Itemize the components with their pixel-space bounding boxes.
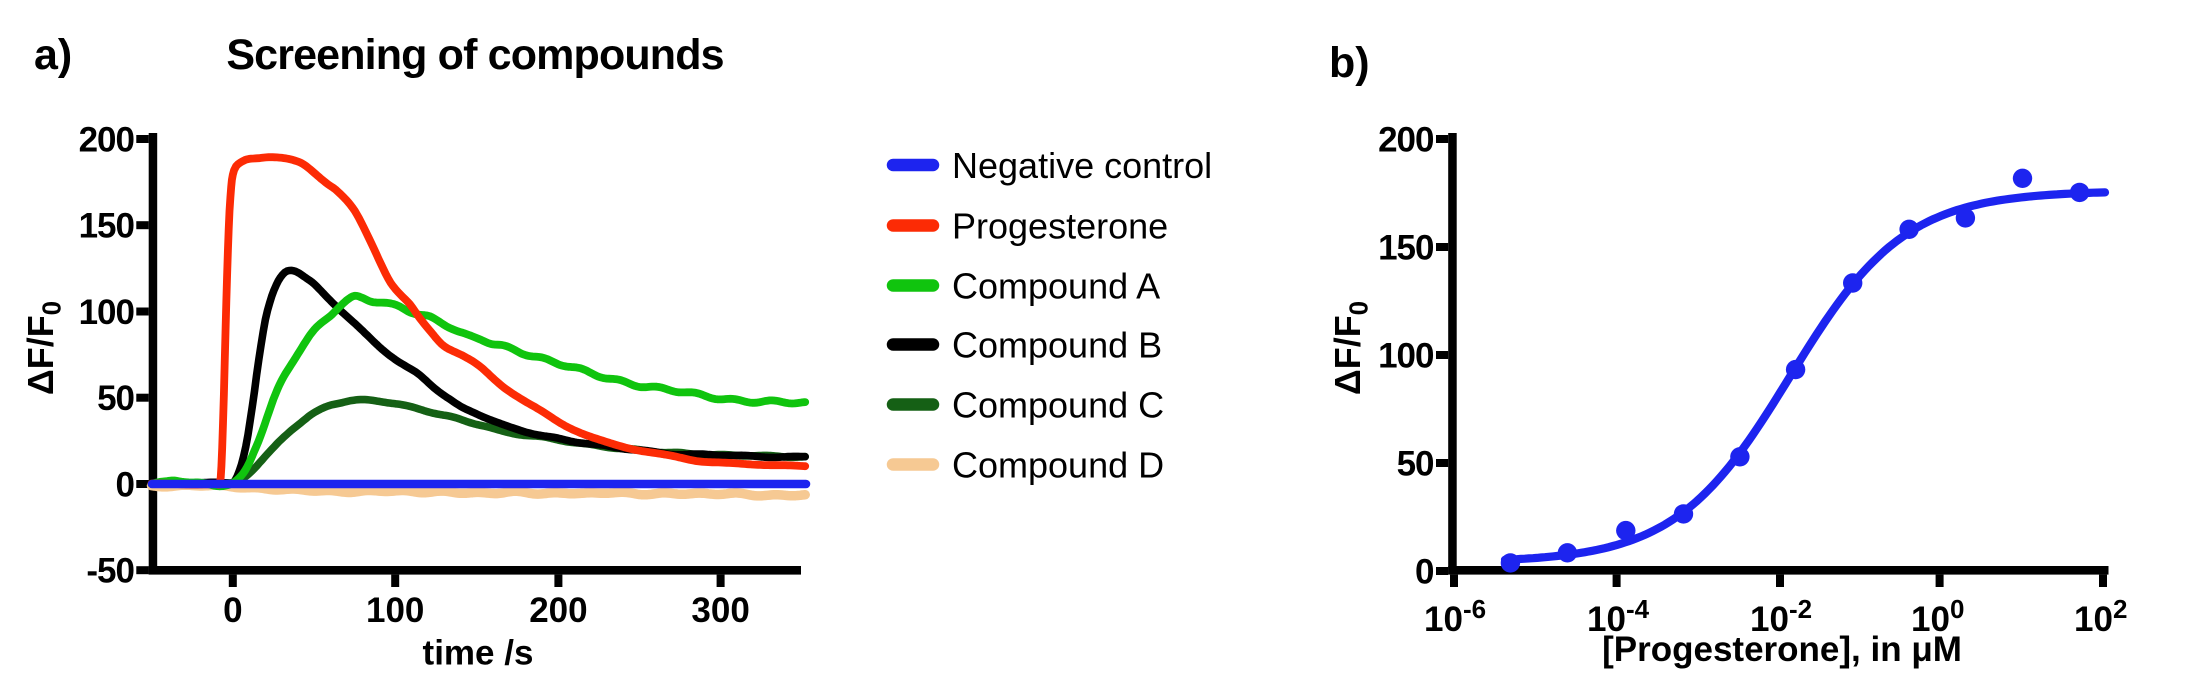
svg-text:0: 0: [223, 591, 242, 630]
svg-text:Compound D: Compound D: [952, 445, 1164, 486]
svg-text:ΔF/F0: ΔF/F0: [20, 301, 67, 395]
svg-text:0: 0: [116, 466, 135, 505]
svg-text:10-2: 10-2: [1750, 594, 1812, 639]
svg-text:Compound A: Compound A: [952, 266, 1160, 307]
svg-text:ΔF/F0: ΔF/F0: [1327, 301, 1374, 395]
svg-text:50: 50: [1397, 445, 1434, 484]
svg-text:100: 100: [1378, 337, 1434, 376]
svg-text:a): a): [34, 31, 72, 79]
svg-text:Negative control: Negative control: [952, 145, 1212, 186]
svg-text:Compound C: Compound C: [952, 385, 1164, 426]
svg-text:150: 150: [79, 207, 135, 246]
svg-text:0: 0: [1415, 553, 1434, 592]
svg-text:100: 100: [366, 591, 424, 630]
svg-text:-50: -50: [86, 552, 134, 591]
svg-text:Compound B: Compound B: [952, 325, 1162, 366]
svg-text:50: 50: [97, 379, 134, 418]
svg-text:b): b): [1329, 39, 1370, 87]
svg-text:time /s: time /s: [423, 634, 534, 673]
svg-text:Progesterone: Progesterone: [952, 206, 1168, 247]
svg-text:150: 150: [1378, 229, 1434, 268]
svg-text:102: 102: [2074, 594, 2127, 639]
svg-text:Screening of compounds: Screening of compounds: [226, 31, 723, 79]
svg-text:200: 200: [529, 591, 587, 630]
svg-text:300: 300: [691, 591, 749, 630]
svg-text:[Progesterone], in μM: [Progesterone], in μM: [1602, 630, 1962, 669]
svg-text:200: 200: [1378, 121, 1434, 160]
svg-text:100: 100: [79, 293, 135, 332]
svg-text:200: 200: [79, 121, 135, 160]
